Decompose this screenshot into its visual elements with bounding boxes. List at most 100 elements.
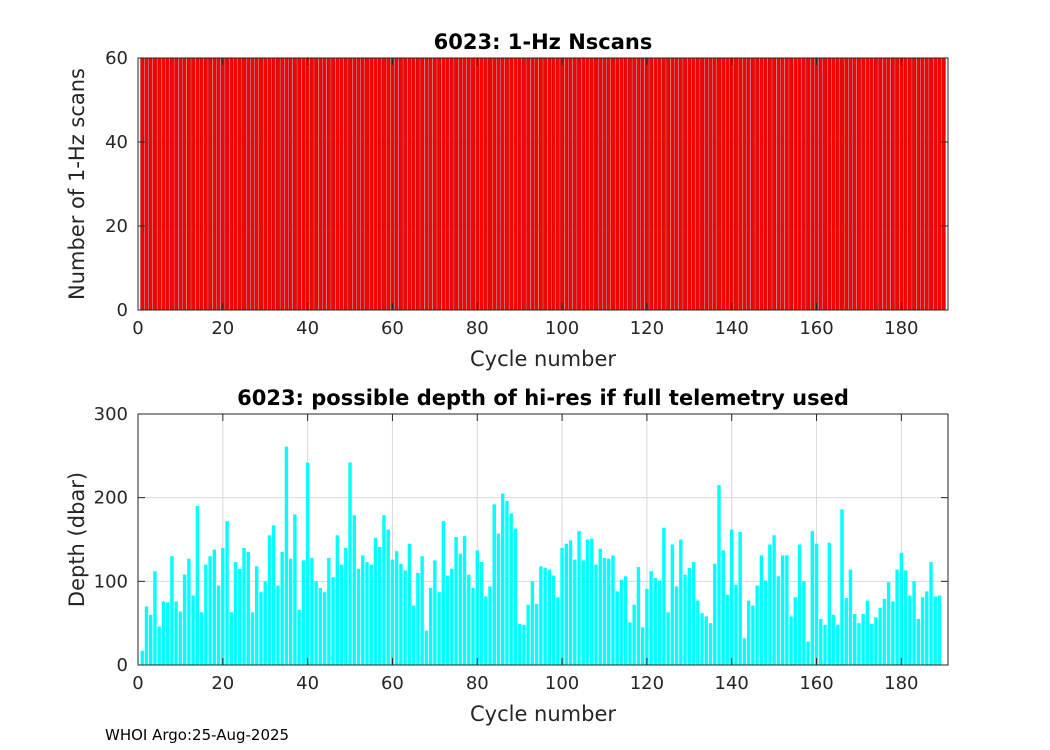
bar xyxy=(403,570,407,665)
bar xyxy=(174,601,178,665)
bar xyxy=(589,57,594,311)
bar xyxy=(386,57,391,311)
bar xyxy=(149,614,153,665)
bar xyxy=(165,602,170,665)
bar xyxy=(195,506,200,665)
bar xyxy=(543,57,548,311)
bar xyxy=(259,57,263,311)
bar xyxy=(424,630,429,665)
bar xyxy=(255,566,259,665)
bar xyxy=(920,597,925,665)
chart-1: 0 20 40 60 80 100 120 140 160 180 0 20 40 60 6023: 1-H… xyxy=(65,30,949,371)
bar xyxy=(797,544,802,665)
bar xyxy=(208,556,212,665)
bar xyxy=(725,57,730,311)
bar xyxy=(501,493,505,665)
bar xyxy=(462,57,467,311)
chart-title: 6023: possible depth of hi-res if full t… xyxy=(237,386,849,410)
axes-box xyxy=(137,57,949,311)
bar xyxy=(645,57,649,311)
bar xyxy=(594,57,598,311)
bar xyxy=(853,613,857,665)
bar xyxy=(254,57,259,311)
bar xyxy=(823,624,827,665)
bar xyxy=(802,581,806,665)
bar xyxy=(437,592,441,665)
bar xyxy=(619,579,624,665)
bar xyxy=(818,57,823,311)
bar xyxy=(411,57,416,311)
bar xyxy=(869,624,874,665)
bar xyxy=(513,528,518,665)
bar xyxy=(144,57,149,311)
bar xyxy=(738,57,743,311)
x-tick-label: 100 xyxy=(545,318,579,339)
bar xyxy=(767,57,772,311)
bar xyxy=(700,613,704,665)
bar xyxy=(505,501,509,665)
bar xyxy=(513,57,518,311)
bar xyxy=(687,567,692,665)
chart-2: 0 20 40 60 80 100 120 140 160 180 0 100 200 300 6023: … xyxy=(65,386,949,726)
bar xyxy=(322,592,327,665)
bar xyxy=(191,57,196,311)
bar xyxy=(674,586,679,665)
bar xyxy=(297,57,302,311)
x-tick-label: 140 xyxy=(715,318,749,339)
bar xyxy=(717,485,721,665)
x-axis-label: Cycle number xyxy=(470,347,616,371)
bar xyxy=(454,536,458,665)
bar xyxy=(361,555,365,665)
bar xyxy=(568,540,573,665)
bar xyxy=(836,624,840,665)
bar xyxy=(305,462,310,665)
bar xyxy=(165,57,170,311)
bar xyxy=(657,57,662,311)
bar xyxy=(399,57,403,311)
bar xyxy=(428,57,433,311)
bar xyxy=(153,571,157,665)
bar xyxy=(590,538,594,665)
bar xyxy=(369,564,373,665)
bar xyxy=(721,57,726,311)
bar xyxy=(929,562,933,665)
y-tick-label: 40 xyxy=(105,132,128,153)
bar xyxy=(776,576,781,665)
y-tick-label: 200 xyxy=(94,488,128,509)
bar xyxy=(700,57,704,311)
bar xyxy=(305,57,310,311)
bar xyxy=(657,580,662,665)
bar xyxy=(814,57,819,311)
bar xyxy=(170,57,174,311)
bar xyxy=(640,627,645,665)
bar xyxy=(776,57,781,311)
y-axis-label: Depth (dbar) xyxy=(65,472,89,607)
bar xyxy=(916,57,921,311)
axes-box xyxy=(137,413,949,666)
bar xyxy=(356,57,361,311)
bar xyxy=(611,57,615,311)
bar xyxy=(585,539,590,665)
bar xyxy=(204,564,208,665)
bar xyxy=(704,616,708,665)
x-tick-label: 80 xyxy=(466,318,489,339)
bar xyxy=(153,57,157,311)
bar xyxy=(378,547,382,665)
bar xyxy=(517,624,522,665)
bar xyxy=(360,57,365,311)
bar xyxy=(492,504,496,665)
bar xyxy=(445,57,450,311)
bar xyxy=(221,547,225,665)
bar xyxy=(271,57,276,311)
bar xyxy=(178,611,183,665)
bar xyxy=(377,57,382,311)
bar xyxy=(216,585,221,665)
bar xyxy=(628,57,632,311)
bar xyxy=(344,547,348,665)
bar xyxy=(484,596,488,665)
bar xyxy=(827,542,831,665)
bar xyxy=(784,57,789,311)
bar xyxy=(343,57,348,311)
bar xyxy=(327,557,331,665)
bar xyxy=(382,57,386,311)
